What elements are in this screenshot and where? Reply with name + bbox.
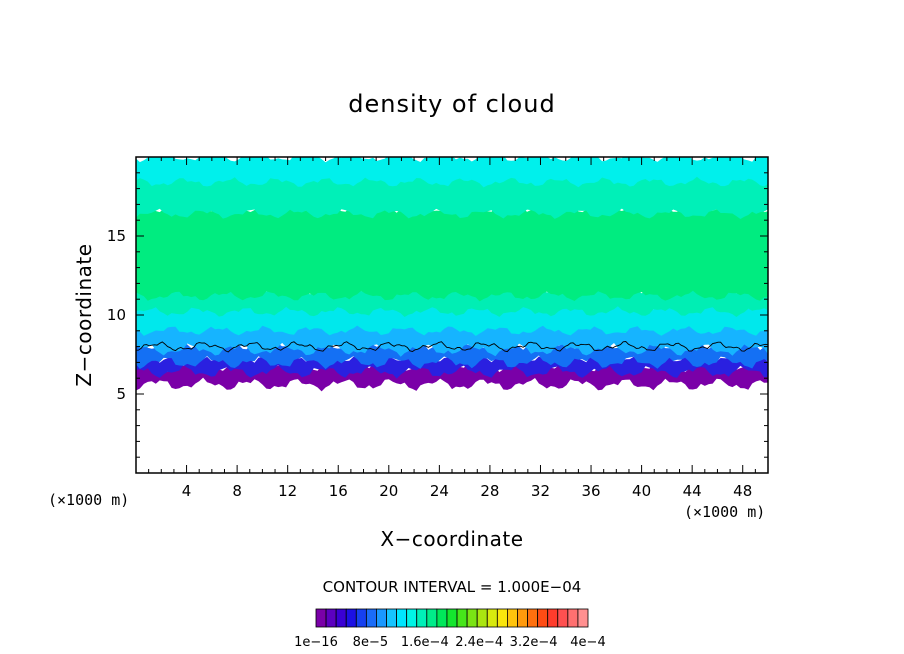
x-unit-label-left: (×1000 m) [48, 491, 129, 509]
x-tick-label: 32 [531, 482, 550, 500]
x-tick-label: 4 [182, 482, 192, 500]
colorbar-swatch [577, 608, 589, 628]
contour-line [136, 341, 768, 353]
colorbar-tick-label: 4e−4 [570, 635, 605, 650]
colorbar-swatch [476, 608, 488, 628]
colorbar-swatch [557, 608, 569, 628]
x-tick-label: 24 [430, 482, 449, 500]
x-tick-label: 12 [278, 482, 297, 500]
x-unit-label-right: (×1000 m) [684, 503, 765, 521]
contour-interval-label: CONTOUR INTERVAL = 1.000E−04 [323, 578, 582, 596]
plot-area [136, 157, 768, 473]
colorbar-swatch [436, 608, 448, 628]
colorbar-swatch [537, 608, 549, 628]
colorbar-swatch [456, 608, 468, 628]
colorbar-swatch [355, 608, 367, 628]
x-tick-label: 36 [581, 482, 600, 500]
y-tick-label: 10 [107, 306, 126, 324]
colorbar-tick-label: 2.4e−4 [455, 635, 503, 650]
colorbar-swatch [376, 608, 387, 628]
density-layer [136, 202, 768, 302]
x-tick-label: 48 [733, 482, 752, 500]
colorbar-swatch [527, 608, 539, 628]
x-tick-label: 28 [480, 482, 499, 500]
y-axis-label: Z−coordinate [72, 243, 96, 386]
colorbar-swatch [335, 608, 347, 628]
x-axis-ticks: 4 8 12 16 20 24 28 32 36 40 44 48 [148, 157, 756, 500]
x-tick-label: 44 [683, 482, 702, 500]
colorbar [315, 608, 589, 628]
colorbar-swatch [325, 608, 337, 628]
colorbar-tick-label: 1.6e−4 [401, 635, 449, 650]
y-tick-label: 15 [107, 227, 126, 245]
colorbar-swatch [396, 608, 408, 628]
x-tick-label: 8 [232, 482, 242, 500]
y-axis-ticks: 5 10 15 [107, 172, 768, 458]
colorbar-swatch [416, 608, 428, 628]
x-axis-label: X−coordinate [380, 527, 523, 551]
colorbar-swatch [567, 608, 579, 628]
colorbar-swatch [365, 608, 377, 628]
x-tick-label: 40 [632, 482, 651, 500]
chart-title: density of cloud [348, 90, 555, 118]
colorbar-swatch [486, 608, 498, 628]
x-tick-label: 20 [379, 482, 398, 500]
colorbar-swatch [426, 608, 438, 628]
colorbar-tick-labels: 1e−16 8e−5 1.6e−4 2.4e−4 3.2e−4 4e−4 [294, 635, 606, 650]
colorbar-swatch [547, 608, 559, 628]
contour-lines [136, 341, 768, 353]
colorbar-tick-label: 8e−5 [353, 635, 388, 650]
colorbar-swatch [446, 608, 458, 628]
colorbar-swatch [517, 608, 528, 628]
density-layers [136, 157, 768, 392]
colorbar-swatch [507, 608, 518, 628]
colorbar-swatch [496, 608, 508, 628]
colorbar-tick-label: 1e−16 [294, 635, 338, 650]
x-tick-label: 16 [329, 482, 348, 500]
colorbar-swatch [345, 608, 357, 628]
colorbar-swatch [406, 608, 418, 628]
y-tick-label: 5 [116, 385, 126, 403]
colorbar-swatch [315, 608, 327, 628]
colorbar-swatch [386, 608, 397, 628]
colorbar-swatch [466, 608, 478, 628]
density-layer [136, 157, 768, 188]
colorbar-tick-label: 3.2e−4 [510, 635, 558, 650]
